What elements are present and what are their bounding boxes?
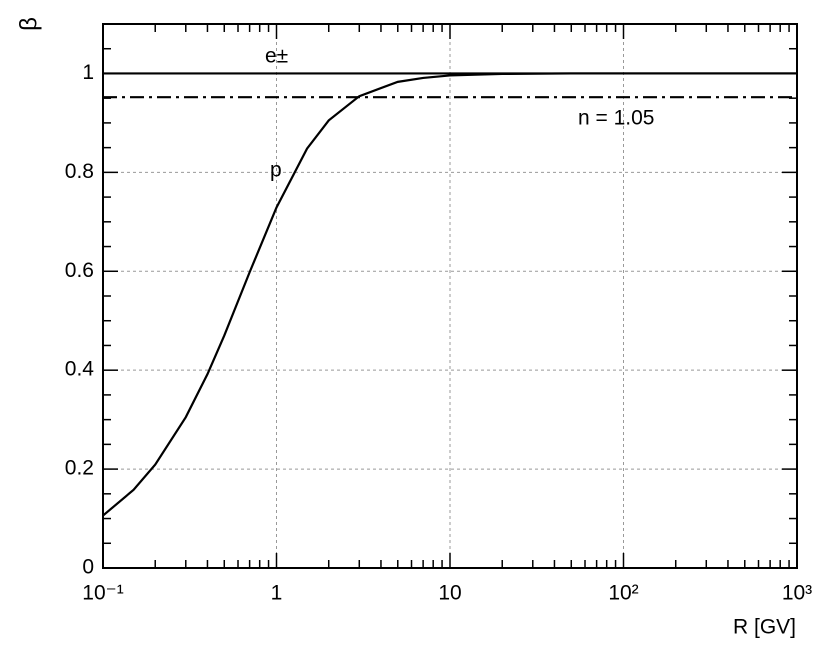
y-tick-label: 0.4: [65, 358, 95, 381]
x-tick-label: 10²: [608, 582, 638, 605]
x-tick-label: 10: [438, 582, 461, 605]
x-tick-label: 10⁻¹: [82, 582, 123, 605]
series-label: e±: [265, 45, 288, 68]
y-tick-label: 0: [82, 556, 94, 579]
y-tick-label: 0.8: [65, 160, 94, 183]
x-tick-label: 1: [271, 582, 283, 605]
y-tick-label: 0.6: [65, 259, 94, 282]
x-tick-label: 10³: [782, 582, 812, 605]
plot-frame: [102, 23, 798, 569]
series-label: p: [270, 159, 282, 182]
y-tick-label: 1: [82, 61, 94, 84]
y-axis-label: β: [15, 17, 42, 31]
x-axis-label: R [GV]: [733, 616, 796, 639]
annotation: n = 1.05: [578, 107, 654, 130]
y-tick-label: 0.2: [65, 457, 94, 480]
